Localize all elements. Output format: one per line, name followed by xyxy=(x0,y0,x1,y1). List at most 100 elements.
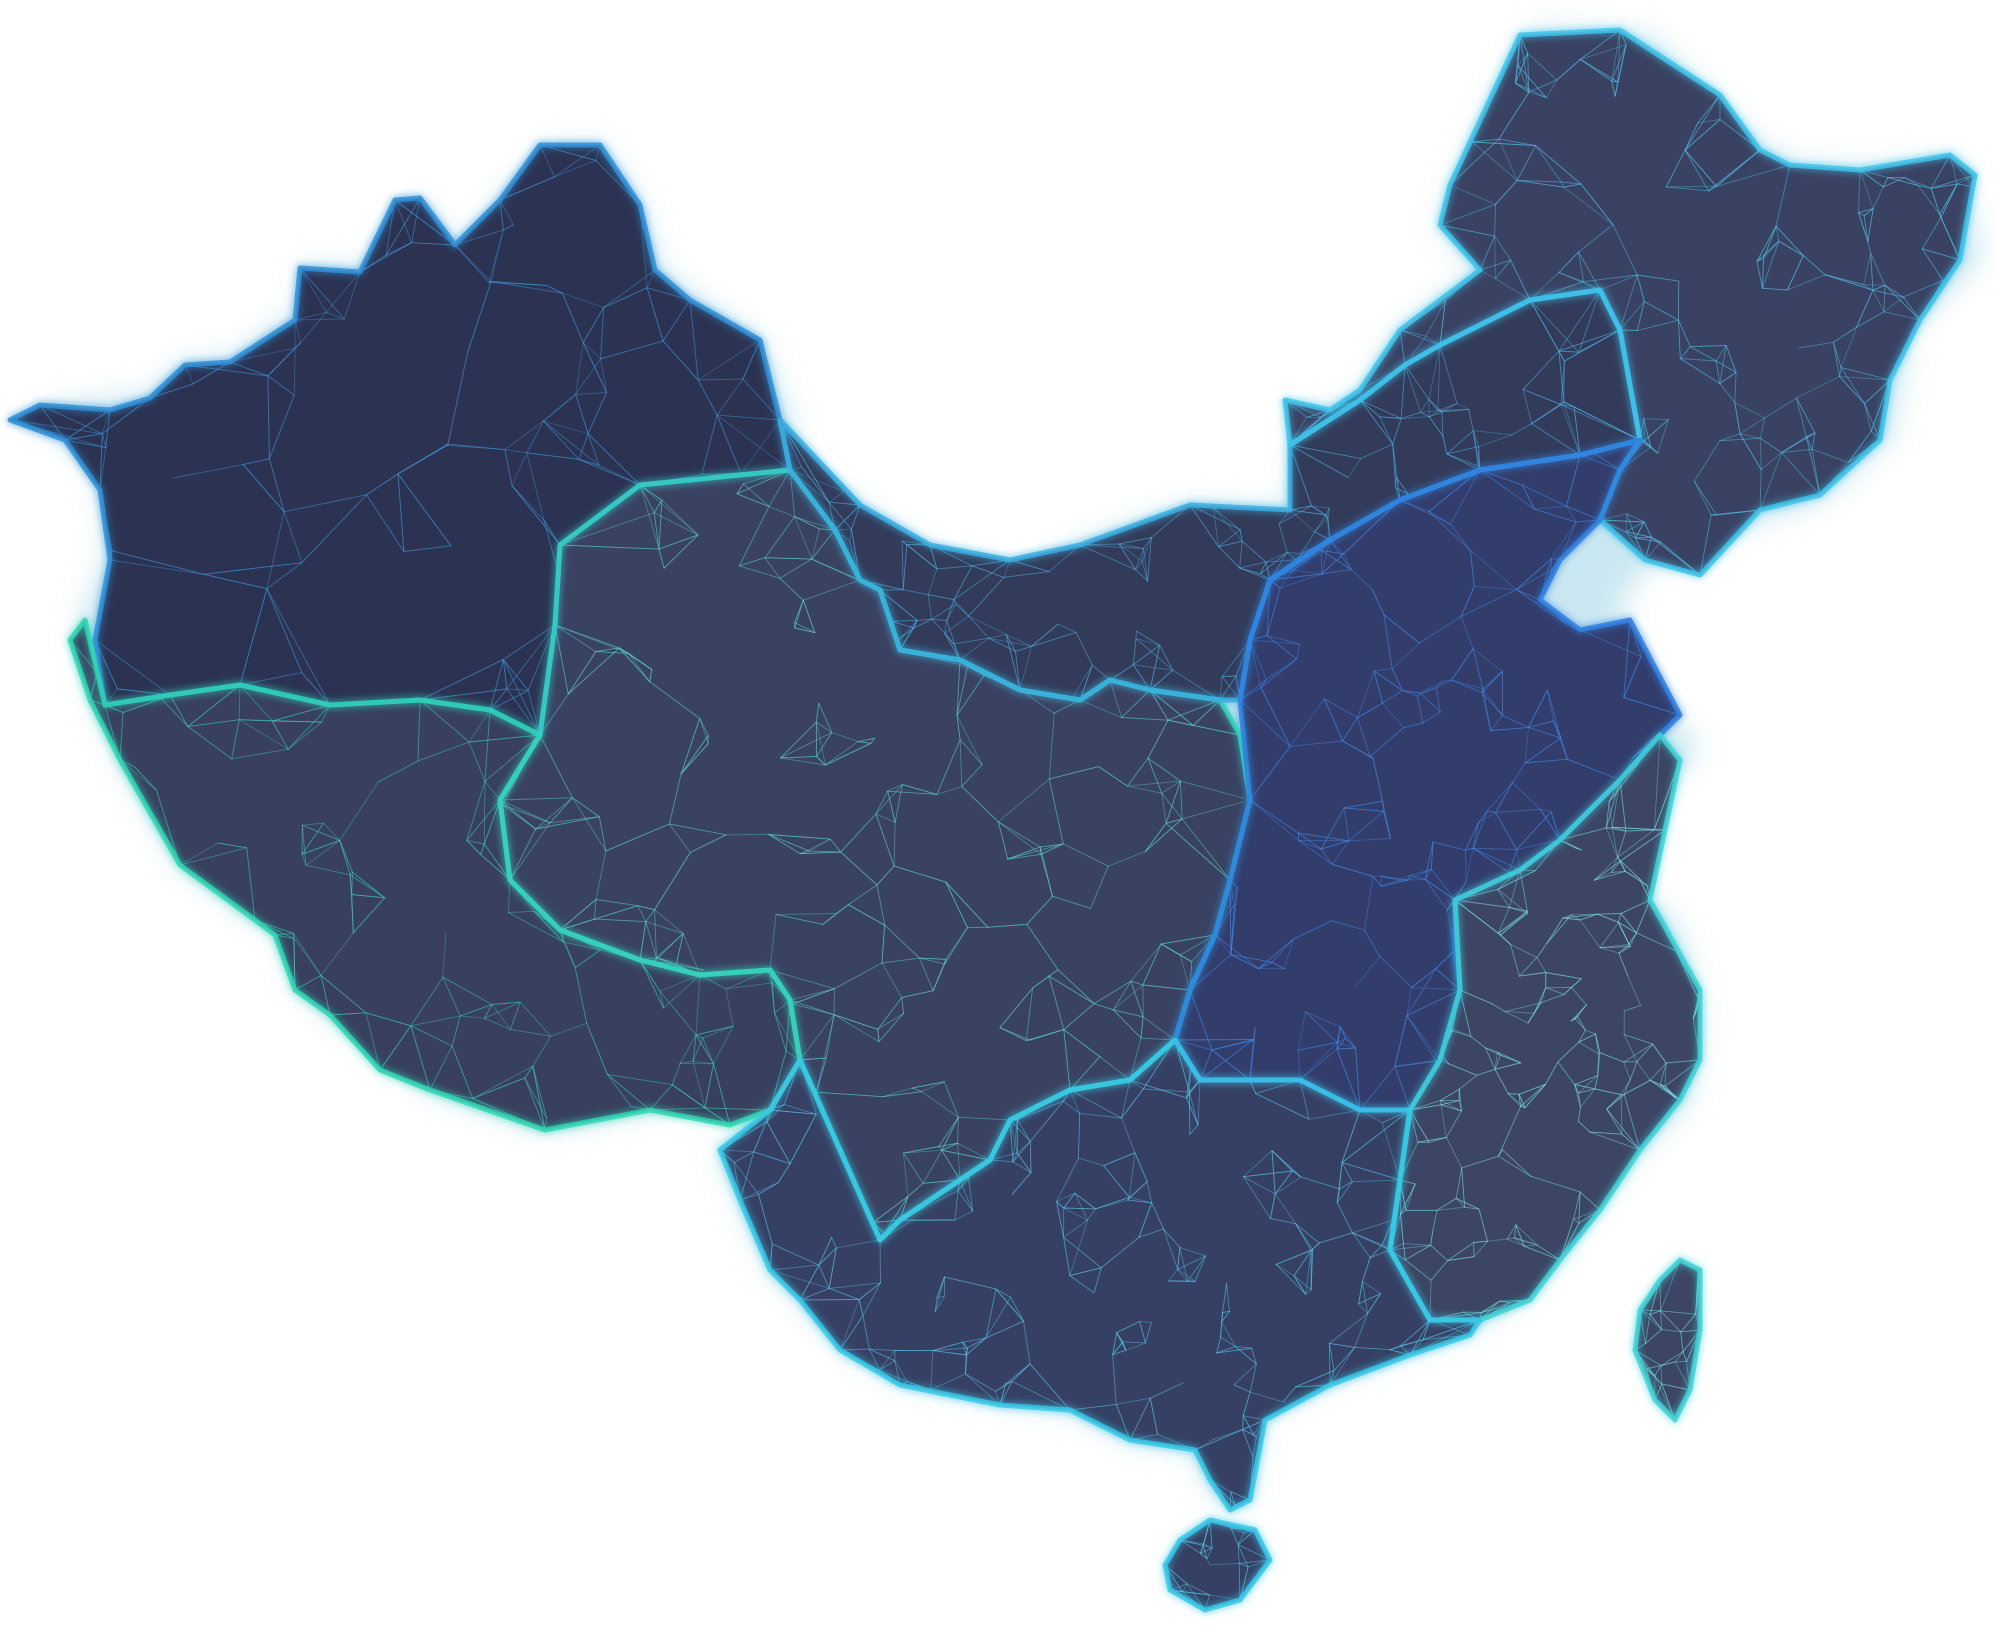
mesh-line xyxy=(1189,989,1213,1051)
mesh-line xyxy=(692,1060,706,1109)
mesh-line xyxy=(1359,399,1381,418)
mesh-line xyxy=(857,737,876,743)
edges-layer xyxy=(7,27,1978,1613)
mesh-line xyxy=(931,603,956,620)
mesh-line xyxy=(1289,505,1312,511)
mesh-line xyxy=(1249,1363,1257,1393)
mesh-line xyxy=(1619,301,1645,331)
mesh-line xyxy=(1424,878,1448,911)
mesh-line xyxy=(184,364,269,377)
mesh-line xyxy=(1435,687,1441,713)
mesh-line xyxy=(109,559,205,575)
mesh-line xyxy=(349,874,386,899)
mesh-line xyxy=(1719,433,1741,442)
mesh-line xyxy=(1379,416,1394,445)
mesh-line xyxy=(1597,1052,1601,1076)
mesh-line xyxy=(1902,279,1944,298)
mesh-line xyxy=(692,1060,714,1065)
mesh-line xyxy=(997,821,1009,860)
mesh-line xyxy=(1684,119,1721,151)
mesh-line xyxy=(1644,440,1652,448)
mesh-line xyxy=(1781,448,1813,454)
mesh-line xyxy=(1494,278,1531,301)
mesh-line xyxy=(451,1015,461,1047)
mesh-line xyxy=(1546,689,1562,739)
mesh-line xyxy=(868,1348,880,1371)
mesh-line xyxy=(1798,341,1834,349)
mesh-line xyxy=(229,361,269,377)
mesh-line xyxy=(1079,544,1136,571)
mesh-line xyxy=(1230,904,1235,956)
mesh-line xyxy=(779,558,813,579)
mesh-line xyxy=(965,1347,968,1356)
mesh-line xyxy=(1535,145,1582,185)
mesh-line xyxy=(1128,1152,1136,1198)
mesh-line xyxy=(1230,954,1273,963)
mesh-line xyxy=(1135,630,1161,646)
mesh-line xyxy=(101,409,111,435)
mesh-line xyxy=(1381,1122,1401,1181)
mesh-line xyxy=(1012,1119,1018,1163)
mesh-line xyxy=(1296,643,1301,660)
mesh-line xyxy=(217,842,248,849)
mesh-line xyxy=(1775,225,1780,242)
mesh-line xyxy=(1636,301,1645,331)
mesh-line xyxy=(906,544,938,570)
mesh-line xyxy=(1759,469,1762,511)
mesh-line xyxy=(945,881,989,928)
mesh-line xyxy=(1595,1033,1601,1054)
mesh-line xyxy=(1644,1314,1651,1345)
mesh-line xyxy=(1015,645,1032,652)
mesh-line xyxy=(1490,715,1503,731)
mesh-line xyxy=(1559,827,1607,841)
mesh-line xyxy=(1863,208,1874,217)
mesh-line xyxy=(1112,1354,1117,1405)
mesh-line xyxy=(1406,1015,1437,1062)
mesh-line xyxy=(1440,1100,1460,1106)
mesh-line xyxy=(1440,1099,1462,1112)
mesh-line xyxy=(1352,1232,1371,1259)
mesh-line xyxy=(1012,1152,1018,1163)
mesh-line xyxy=(938,1142,959,1147)
mesh-line xyxy=(1559,521,1577,561)
mesh-line xyxy=(567,651,597,695)
mesh-line xyxy=(1494,235,1496,279)
mesh-line xyxy=(1858,212,1865,217)
mesh-line xyxy=(716,378,744,416)
mesh-line xyxy=(1194,1429,1244,1451)
mesh-line xyxy=(507,912,564,943)
mesh-line xyxy=(839,1299,860,1351)
mesh-line xyxy=(1599,513,1628,521)
mesh-line xyxy=(1428,344,1441,400)
mesh-line xyxy=(1331,863,1374,877)
mesh-line xyxy=(1684,149,1709,192)
mesh-line xyxy=(1192,699,1221,726)
mesh-line xyxy=(1407,875,1411,881)
mesh-line xyxy=(578,458,600,466)
mesh-line xyxy=(1275,1263,1295,1277)
mesh-line xyxy=(1606,1093,1625,1110)
mesh-line xyxy=(1199,1049,1213,1081)
mesh-line xyxy=(689,299,699,381)
mesh-line xyxy=(1327,517,1331,541)
mesh-line xyxy=(1144,818,1183,852)
mesh-line xyxy=(1623,1093,1641,1151)
mesh-line xyxy=(955,603,970,617)
mesh-line xyxy=(921,1091,959,1118)
mesh-line xyxy=(359,254,387,273)
mesh-line xyxy=(64,409,111,441)
mesh-line xyxy=(1566,454,1581,507)
mesh-line xyxy=(1494,259,1512,279)
mesh-line xyxy=(1005,633,1032,647)
mesh-line xyxy=(1428,511,1471,551)
mesh-line xyxy=(1492,1003,1506,1013)
mesh-line xyxy=(1109,679,1123,718)
mesh-line xyxy=(649,681,701,719)
mesh-line xyxy=(835,1239,881,1249)
mesh-line xyxy=(680,743,709,775)
mesh-line xyxy=(758,1182,779,1195)
mesh-line xyxy=(679,1060,694,1064)
mesh-line xyxy=(1329,1346,1356,1386)
mesh-line xyxy=(1528,720,1554,728)
mesh-line xyxy=(1048,975,1095,1005)
